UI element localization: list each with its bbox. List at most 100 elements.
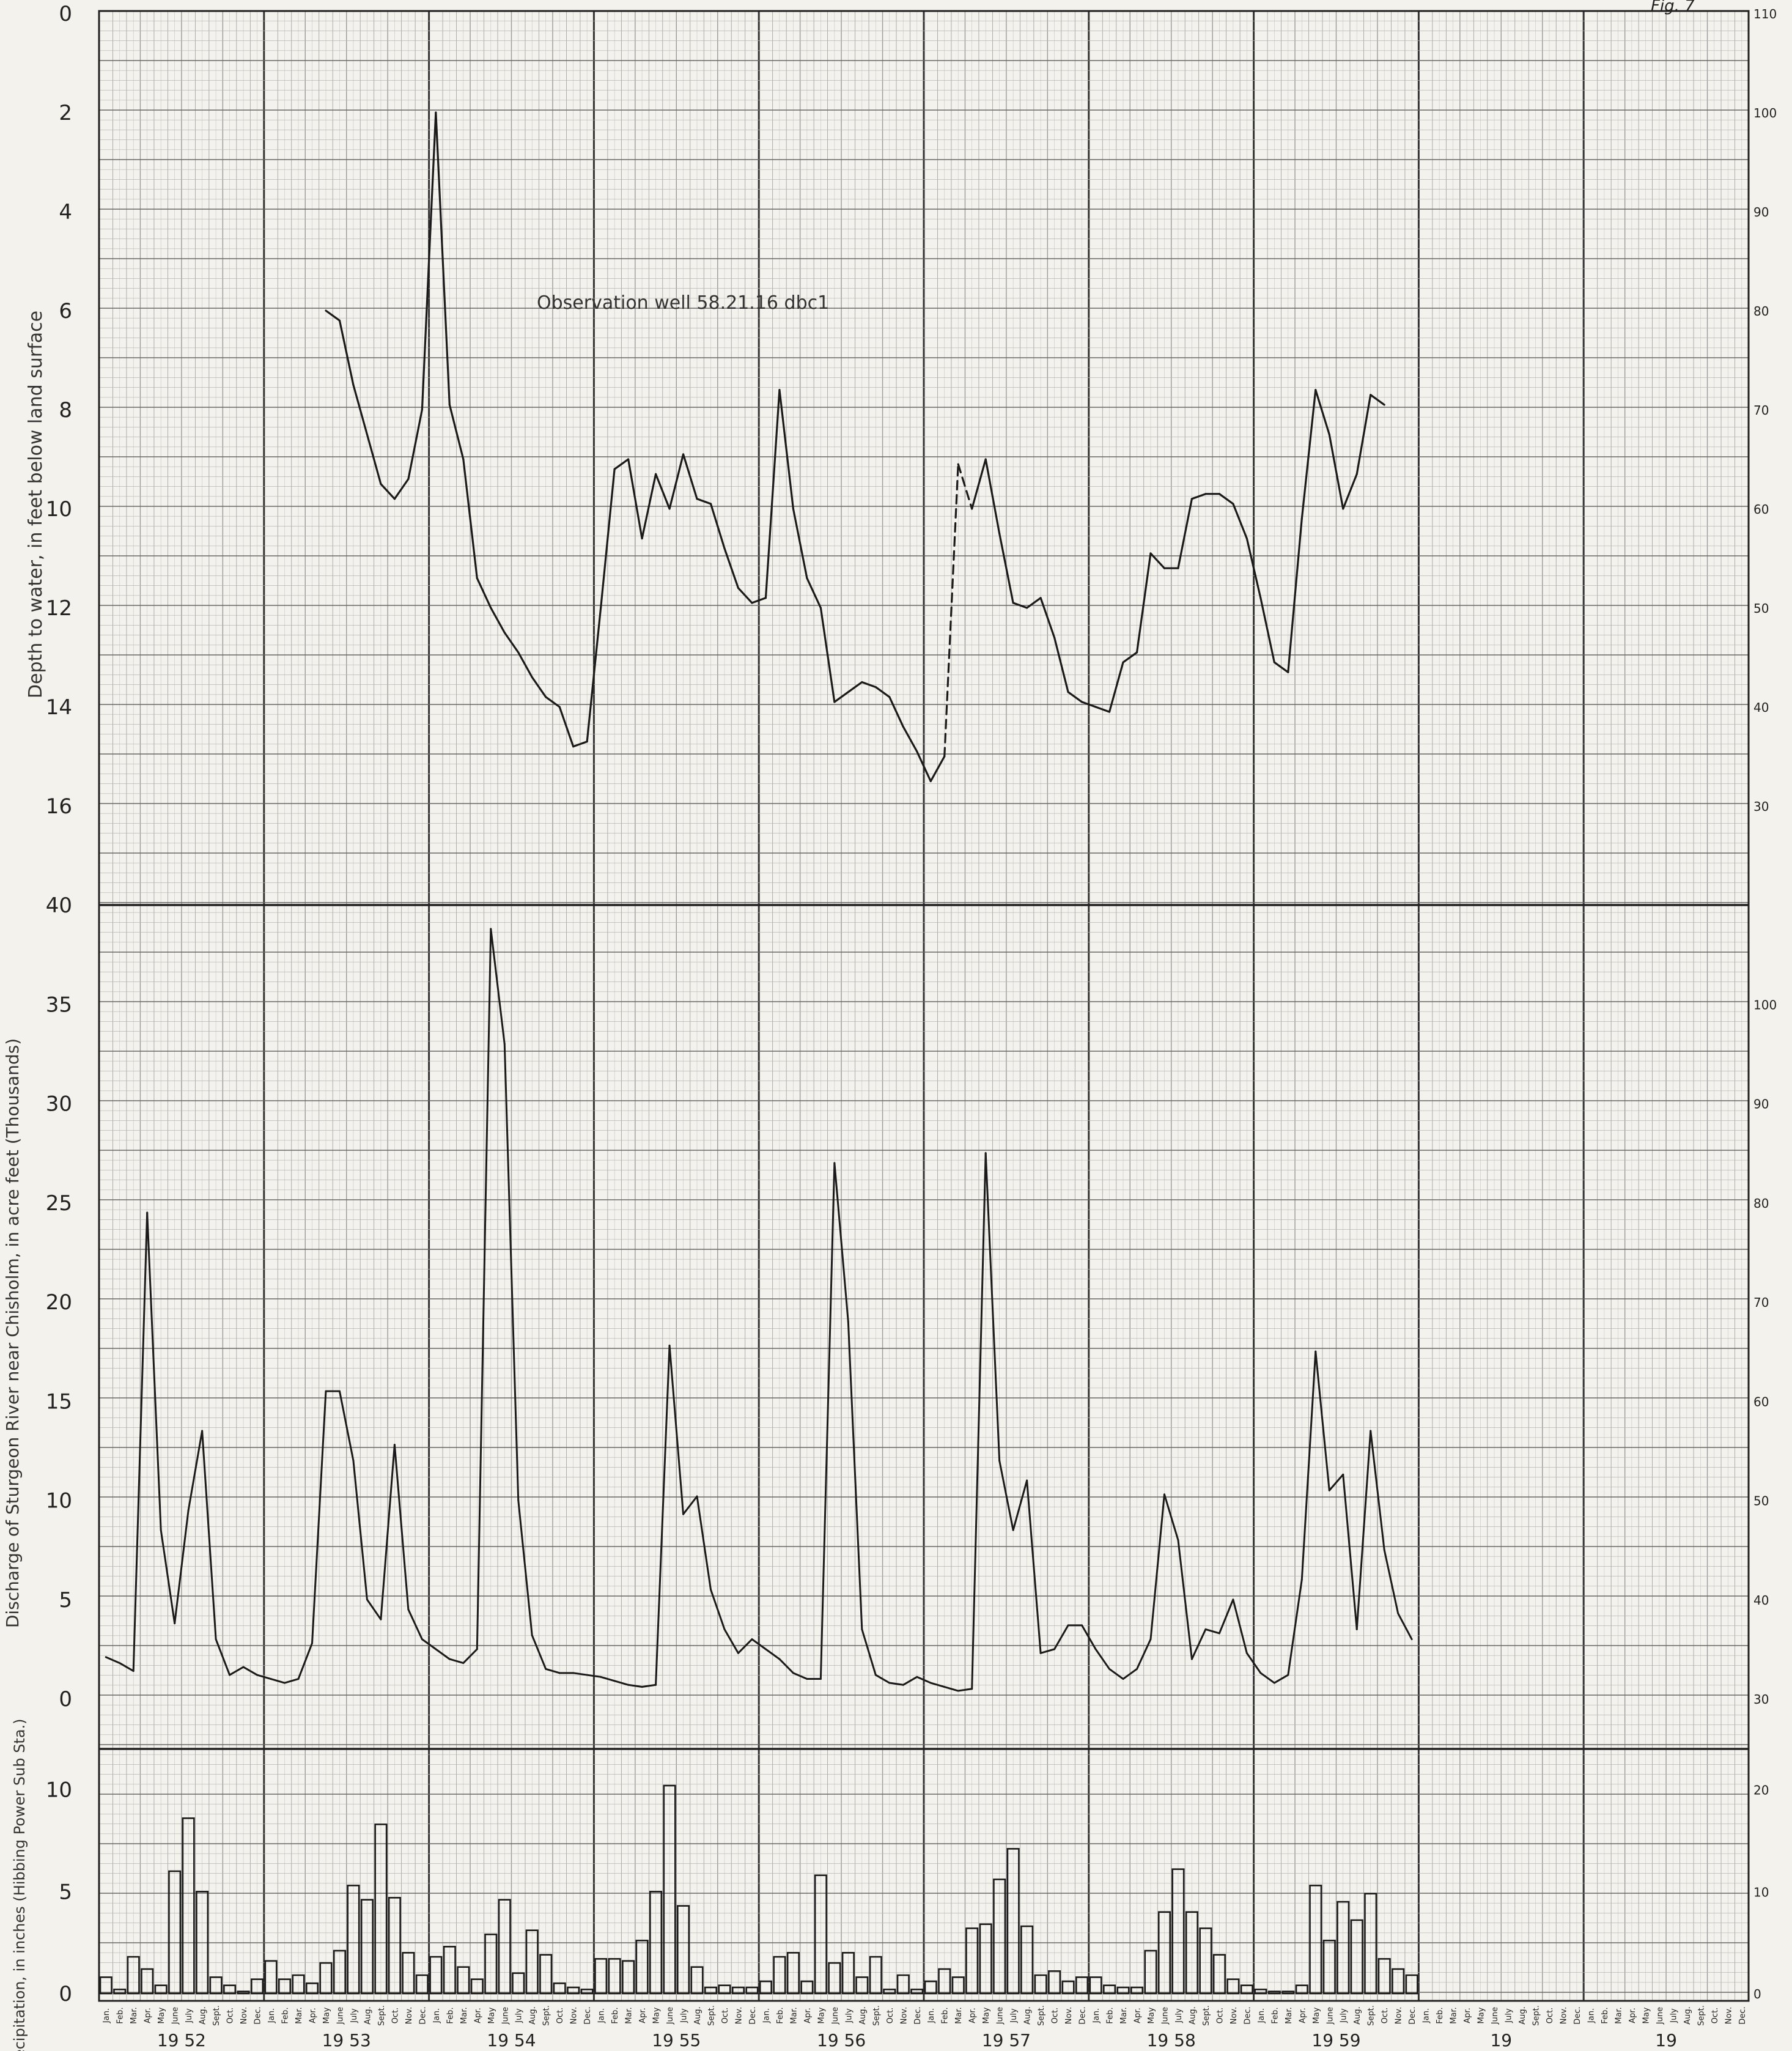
precipitation-bar [319, 1962, 333, 1995]
precipitation-bar [1212, 1954, 1226, 1995]
discharge-segment [600, 1676, 616, 1682]
discharge-segment [545, 1668, 561, 1674]
month-label: Dec. [1573, 2006, 1582, 2024]
precipitation-bar [374, 1824, 388, 1995]
discharge-line [105, 928, 1413, 1692]
precipitation-bar [1006, 1848, 1020, 1995]
discharge-segment [1177, 1539, 1193, 1660]
month-label: June [336, 2007, 345, 2025]
precipitation-bar [1309, 1885, 1322, 1995]
discharge-segment [1287, 1578, 1303, 1676]
discharge-segment [1259, 1672, 1275, 1684]
precipitation-bar [979, 1923, 992, 1995]
well-depth-segment [778, 388, 795, 510]
well-annotation: Observation well 58.21.16 dbc1 [537, 292, 829, 314]
month-label: Dec. [418, 2006, 427, 2024]
well-depth-tick: 6 [59, 299, 72, 323]
precipitation-bar [484, 1934, 498, 1995]
well-depth-segment [1315, 388, 1330, 436]
discharge-segment [586, 1674, 602, 1678]
well-depth-segment [957, 463, 973, 510]
month-label: Mar. [1285, 2007, 1294, 2023]
discharge-segment [1328, 1473, 1344, 1491]
month-label: Aug. [1023, 2006, 1033, 2025]
well-depth-segment [462, 458, 478, 580]
precipitation-bar [786, 1952, 800, 1995]
month-label: July [1340, 2008, 1349, 2023]
precipitation-tick: 0 [59, 1982, 72, 2006]
precipitation-bar [443, 1946, 456, 1995]
discharge-segment [435, 1648, 451, 1660]
discharge-segment [1135, 1638, 1152, 1670]
month-label: Sept. [1202, 2005, 1211, 2026]
precipitation-bar [1350, 1919, 1363, 1995]
month-label: Jan. [267, 2008, 276, 2023]
month-label: May [817, 2007, 826, 2023]
precipitation-bar [223, 1984, 237, 1995]
month-label: Mar. [295, 2007, 304, 2023]
discharge-segment [160, 1529, 176, 1625]
well-depth-segment [929, 755, 946, 783]
precipitation-bar [1295, 1984, 1308, 1995]
well-depth-secondary-tick: 100 [1753, 106, 1777, 120]
discharge-segment [1039, 1648, 1056, 1654]
well-depth-secondary-tick: 60 [1753, 502, 1769, 517]
precipitation-bar [883, 1989, 896, 1995]
month-label: Oct. [556, 2008, 565, 2024]
precipitation-bar [1392, 1968, 1405, 1995]
discharge-segment [448, 1658, 465, 1665]
discharge-segment [1245, 1652, 1262, 1674]
discharge-segment [297, 1642, 313, 1680]
month-label: Aug. [1353, 2006, 1362, 2025]
year-label: 19 [1655, 2030, 1677, 2050]
month-label: Aug. [858, 2006, 868, 2025]
well-depth-secondary-tick: 90 [1753, 205, 1769, 220]
well-depth-segment [1328, 433, 1344, 510]
well-depth-segment [998, 532, 1014, 604]
well-depth-segment [325, 309, 341, 322]
discharge-segment [352, 1460, 368, 1601]
discharge-segment [764, 1648, 781, 1660]
well-depth-segment [366, 433, 382, 486]
month-label: Aug. [1188, 2006, 1197, 2025]
precipitation-bar [402, 1952, 415, 1995]
month-label: Jan. [1092, 2008, 1101, 2023]
precipitation-bar [677, 1905, 690, 1995]
month-label: May [652, 2007, 662, 2023]
discharge-segment [572, 1672, 588, 1676]
well-depth-segment [888, 696, 904, 728]
discharge-segment [407, 1608, 423, 1641]
precipitation-bar [209, 1976, 223, 1995]
month-label: Feb. [281, 2007, 290, 2023]
well-depth-segment [352, 383, 369, 436]
well-depth-segment [984, 458, 1001, 535]
month-label: Jan. [597, 2008, 607, 2023]
well-depth-segment [751, 597, 767, 604]
discharge-segment [984, 1152, 1001, 1462]
discharge-segment [998, 1460, 1014, 1531]
discharge-segment [1355, 1430, 1372, 1630]
month-label: July [185, 2008, 194, 2023]
well-depth-segment [1053, 636, 1069, 693]
month-label: Feb. [1601, 2007, 1610, 2023]
well-depth-segment [531, 676, 547, 698]
precipitation-bar [841, 1952, 855, 1995]
discharge-segment [146, 1211, 162, 1531]
well-depth-segment [806, 577, 822, 609]
month-label: Nov. [240, 2007, 249, 2025]
precipitation-bar [800, 1980, 814, 1995]
precipitation-bar [649, 1891, 663, 1995]
month-label: Feb. [1106, 2007, 1115, 2023]
discharge-segment [393, 1444, 410, 1611]
well-depth-segment [572, 741, 588, 748]
well-depth-segment [1135, 552, 1152, 654]
month-label: May [1147, 2007, 1156, 2023]
discharge-segment [119, 1662, 135, 1672]
well-depth-segment [1190, 493, 1207, 500]
well-depth-segment [1108, 661, 1124, 713]
precipitation-bar [264, 1960, 278, 1995]
precipitation-bar [938, 1968, 951, 1995]
month-label: June [171, 2007, 180, 2025]
month-label: Feb. [116, 2007, 125, 2023]
month-label: Nov. [734, 2007, 743, 2025]
